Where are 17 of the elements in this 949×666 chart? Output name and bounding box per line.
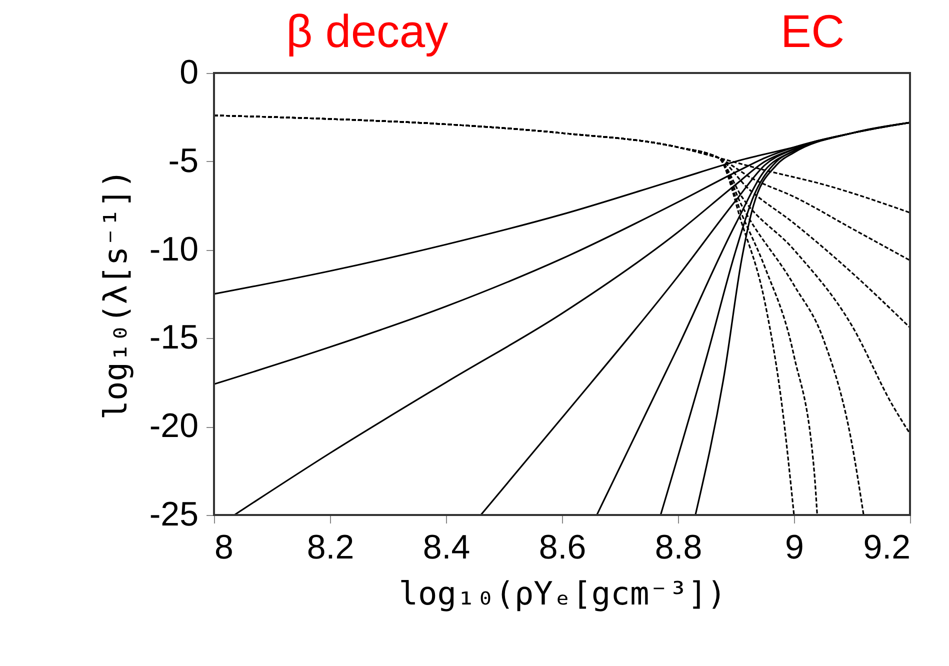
x-tick-label: 8.4 xyxy=(422,528,470,566)
y-tick-label: -20 xyxy=(149,407,198,446)
y-tick-label: -25 xyxy=(149,496,198,534)
y-tick-label: -15 xyxy=(149,318,198,357)
x-tick-label: 8 xyxy=(214,528,234,566)
x-axis-title: log₁₀(ρYₑ[gcm⁻³]) xyxy=(398,574,726,612)
y-tick-label: -10 xyxy=(149,230,198,268)
text: β decay xyxy=(286,5,448,57)
text: EC xyxy=(780,5,845,57)
y-tick-label: 0 xyxy=(180,54,198,92)
x-tick-label: 9.2 xyxy=(863,528,910,566)
x-tick-label: 8.2 xyxy=(306,528,354,566)
y-axis-title: log₁₀(λ[s⁻¹]) xyxy=(96,169,134,420)
x-tick-label: 8.8 xyxy=(654,528,702,566)
x-tick-label: 9 xyxy=(785,528,804,566)
y-tick-label: -5 xyxy=(168,142,198,180)
x-tick-label: 8.6 xyxy=(538,528,586,566)
